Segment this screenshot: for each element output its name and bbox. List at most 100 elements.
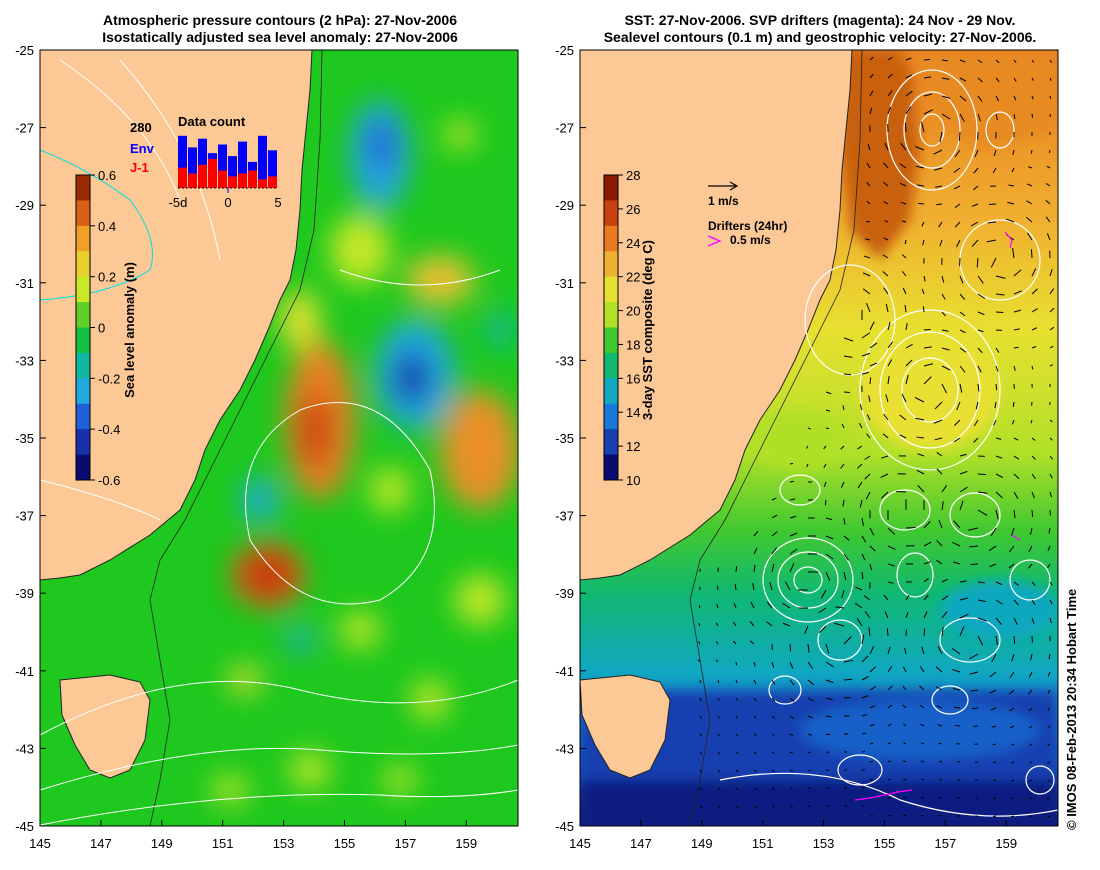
velocity-arrow [887, 359, 893, 367]
lat-tick-label: -29 [555, 198, 574, 213]
velocity-arrow [818, 625, 827, 634]
velocity-arrow [840, 445, 845, 450]
velocity-arrow [753, 697, 757, 702]
data-count-x-axis: -5d 0 5 [169, 195, 282, 210]
velocity-arrow [921, 288, 925, 295]
lat-tick-label: -45 [15, 819, 34, 834]
velocity-arrow [1047, 725, 1051, 729]
colorbar-tick-label: 0.6 [98, 168, 116, 183]
velocity-arrow [766, 601, 773, 609]
sst-colorbar-label: 3-day SST composite (deg C) [640, 240, 655, 420]
velocity-arrow [753, 805, 757, 808]
velocity-arrow [771, 751, 775, 754]
velocity-arrow [990, 257, 997, 268]
copyright-notice: © IMOS 08-Feb-2013 20:34 Hobart Time [1064, 588, 1079, 830]
velocity-arrow [956, 239, 961, 248]
velocity-arrow [823, 445, 827, 450]
velocity-arrow [986, 239, 997, 243]
velocity-arrow [1029, 743, 1033, 746]
velocity-arrow [941, 77, 950, 80]
velocity-arrow [1010, 815, 1015, 818]
env-count-bar [218, 144, 227, 188]
velocity-arrow [735, 679, 738, 684]
velocity-arrow [858, 423, 863, 429]
velocity-arrow [938, 221, 943, 228]
velocity-arrow [868, 627, 871, 637]
velocity-arrow [807, 643, 810, 653]
velocity-arrow [904, 239, 907, 245]
velocity-arrow [807, 427, 811, 430]
velocity-arrow [1013, 455, 1020, 460]
left-map-field [40, 50, 518, 826]
velocity-arrow [1049, 307, 1055, 313]
velocity-arrow [1031, 77, 1034, 81]
velocity-arrow [920, 796, 925, 799]
velocity-arrow [899, 163, 907, 169]
velocity-arrow [1049, 455, 1053, 460]
velocity-arrow [969, 653, 979, 660]
velocity-legend: 1 m/s Drifters (24hr) 0.5 m/s [707, 181, 787, 247]
velocity-arrow [887, 742, 891, 745]
velocity-arrow [902, 666, 907, 673]
lat-tick-label: -31 [15, 276, 34, 291]
velocity-arrow [936, 452, 943, 457]
colorbar-segment [604, 403, 618, 430]
colorbar-segment [76, 403, 90, 430]
velocity-arrow [992, 167, 997, 174]
velocity-arrow [735, 805, 739, 809]
velocity-arrow [869, 778, 874, 781]
velocity-arrow [735, 769, 739, 773]
velocity-arrow [919, 685, 925, 691]
velocity-arrow [861, 655, 869, 663]
velocity-arrow [753, 751, 757, 755]
velocity-arrow [923, 594, 929, 601]
colorbar-tick-label: 14 [626, 405, 640, 420]
velocity-arrow [992, 743, 997, 746]
velocity-arrow [715, 622, 719, 627]
velocity-arrow [955, 724, 961, 727]
velocity-arrow [869, 666, 877, 673]
j1-count-bar [208, 159, 217, 188]
velocity-arrow [904, 305, 907, 313]
velocity-arrow [993, 149, 997, 157]
lon-tick-label: 153 [813, 836, 835, 851]
velocity-arrow [903, 796, 907, 799]
drifter-tracks [854, 231, 1021, 801]
lat-tick-label: -37 [15, 509, 34, 524]
velocity-arrow [973, 419, 979, 427]
velocity-arrow [995, 491, 1003, 499]
velocity-arrow [969, 671, 979, 675]
sea-level-anomaly-field [212, 100, 518, 804]
colorbar-segment [76, 251, 90, 278]
velocity-arrow [782, 622, 791, 627]
velocity-arrow [995, 581, 1003, 586]
velocity-arrow [824, 499, 827, 506]
velocity-arrow [917, 453, 925, 457]
velocity-arrow [771, 697, 776, 702]
velocity-arrow [732, 621, 737, 627]
velocity-arrow [753, 679, 757, 685]
velocity-arrow [884, 611, 889, 619]
velocity-arrow [990, 527, 997, 537]
velocity-arrow [995, 275, 1006, 279]
velocity-arrow [841, 423, 845, 429]
velocity-arrow [1027, 563, 1033, 569]
velocity-arrow [715, 659, 719, 663]
velocity-arrow [1009, 707, 1015, 712]
velocity-arrow [715, 641, 719, 645]
velocity-arrow [1013, 509, 1016, 519]
velocity-arrow [864, 473, 871, 480]
colorbar-tick-label: 18 [626, 337, 640, 352]
velocity-arrow [749, 621, 755, 627]
velocity-arrow [952, 541, 961, 547]
velocity-arrow [970, 689, 979, 692]
velocity-arrow [936, 468, 943, 475]
velocity-arrow [749, 640, 755, 645]
j1-count-bar [258, 179, 267, 188]
velocity-arrow [951, 647, 961, 655]
velocity-arrow [977, 293, 986, 299]
velocity-arrow [789, 643, 792, 652]
velocity-arrow [971, 707, 979, 710]
velocity-arrow [977, 617, 987, 622]
sst-colorbar: 28 26 24 22 20 18 16 14 12 10 3-day SST composite… [603, 168, 655, 488]
